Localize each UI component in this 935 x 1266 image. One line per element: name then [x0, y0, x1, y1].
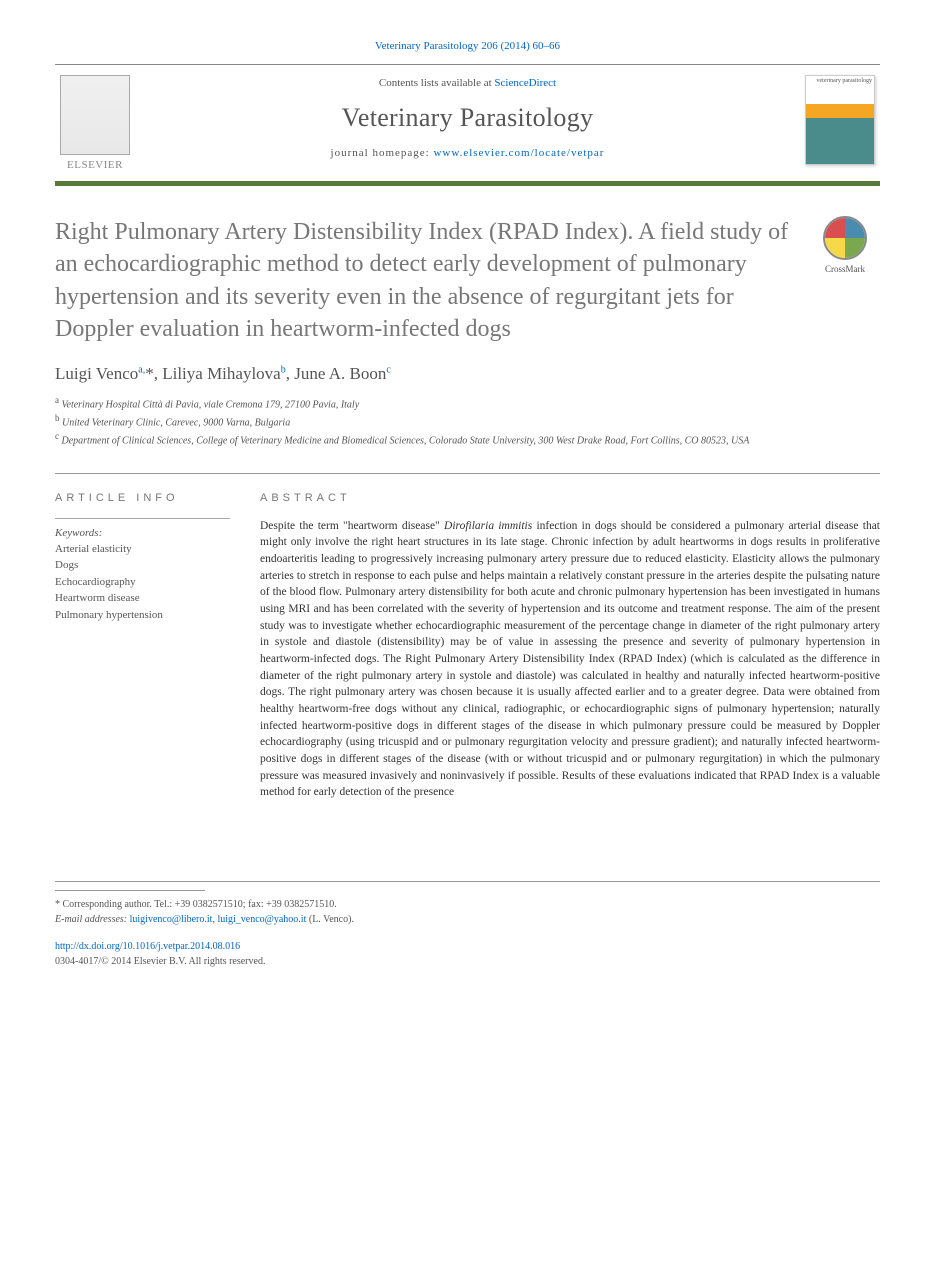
publisher-logo-block: ELSEVIER	[55, 65, 145, 181]
author-email-2[interactable]: luigi_venco@yahoo.it	[217, 914, 306, 925]
article-info-column: ARTICLE INFO Keywords: Arterial elastici…	[55, 492, 230, 801]
corresponding-author: * Corresponding author. Tel.: +39 038257…	[55, 897, 880, 912]
keywords-label: Keywords:	[55, 527, 230, 539]
journal-homepage-line: journal homepage: www.elsevier.com/locat…	[145, 147, 790, 159]
issn-copyright: 0304-4017/© 2014 Elsevier B.V. All right…	[55, 956, 265, 967]
article-title: Right Pulmonary Artery Distensibility In…	[55, 216, 790, 346]
email-line: E-mail addresses: luigivenco@libero.it, …	[55, 912, 880, 927]
header-center: Contents lists available at ScienceDirec…	[145, 65, 790, 181]
crossmark-label: CrossMark	[825, 264, 865, 274]
journal-homepage-link[interactable]: www.elsevier.com/locate/vetpar	[433, 147, 604, 159]
journal-cover-block: veterinary parasitology	[790, 65, 880, 181]
article-info-heading: ARTICLE INFO	[55, 492, 230, 504]
authors-line: Luigi Vencoa,*, Liliya Mihaylovab, June …	[55, 364, 880, 384]
footer-block: * Corresponding author. Tel.: +39 038257…	[55, 881, 880, 969]
contents-available-line: Contents lists available at ScienceDirec…	[145, 77, 790, 89]
abstract-text: Despite the term "heartworm disease" Dir…	[260, 518, 880, 801]
doi-block: http://dx.doi.org/10.1016/j.vetpar.2014.…	[55, 939, 880, 969]
section-divider	[55, 473, 880, 474]
crossmark-icon	[823, 216, 867, 260]
abstract-heading: ABSTRACT	[260, 492, 880, 504]
author-email-1[interactable]: luigivenco@libero.it	[130, 914, 213, 925]
footer-rule	[55, 890, 205, 891]
keywords-list: Arterial elasticityDogsEchocardiographyH…	[55, 541, 230, 624]
doi-link[interactable]: http://dx.doi.org/10.1016/j.vetpar.2014.…	[55, 941, 240, 952]
abstract-column: ABSTRACT Despite the term "heartworm dis…	[260, 492, 880, 801]
sciencedirect-link[interactable]: ScienceDirect	[494, 77, 556, 89]
journal-name: Veterinary Parasitology	[145, 103, 790, 133]
journal-cover-thumbnail: veterinary parasitology	[805, 75, 875, 165]
crossmark-badge[interactable]: CrossMark	[810, 216, 880, 274]
journal-header: ELSEVIER Contents lists available at Sci…	[55, 64, 880, 186]
top-citation[interactable]: Veterinary Parasitology 206 (2014) 60–66	[55, 40, 880, 52]
elsevier-tree-icon	[60, 75, 130, 155]
publisher-name: ELSEVIER	[67, 159, 123, 171]
affiliations-block: a Veterinary Hospital Città di Pavia, vi…	[55, 394, 880, 449]
